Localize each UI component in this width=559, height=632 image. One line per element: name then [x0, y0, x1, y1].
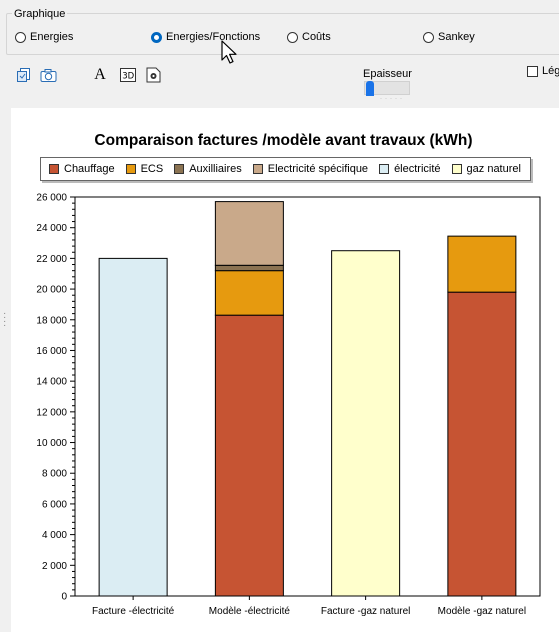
chart-title: Comparaison factures /modèle avant trava… [94, 132, 473, 149]
radio-dot[interactable] [287, 31, 298, 43]
legend-label: Auxilliaires [189, 163, 242, 175]
radio-energies[interactable]: Energies [15, 30, 73, 44]
y-tick-label: 26 000 [36, 193, 67, 204]
legend-label: gaz naturel [466, 163, 521, 175]
mouse-cursor-icon [221, 40, 237, 64]
legend-label: Electricité spécifique [267, 163, 369, 175]
radio-dot[interactable] [151, 31, 162, 43]
graphique-groupbox [6, 13, 559, 55]
y-tick-label: 10 000 [36, 438, 67, 449]
legend-swatch [174, 164, 185, 174]
slider-ticks: ····· [380, 96, 405, 102]
bar-segment [331, 250, 401, 597]
legend-swatch [252, 164, 263, 174]
bar-segment [447, 235, 517, 293]
legend-swatch [451, 164, 462, 174]
legend-item: Chauffage [49, 163, 115, 175]
radio-sankey[interactable]: Sankey [423, 30, 475, 44]
radio-couts[interactable]: Coûts [287, 30, 331, 44]
x-tick-label: Modèle -électricité [209, 606, 291, 617]
y-tick-label: 24 000 [36, 223, 67, 234]
camera-icon[interactable] [39, 66, 57, 84]
bar-segment [447, 291, 517, 597]
epaisseur-slider-track[interactable] [364, 81, 410, 95]
y-tick-label: 12 000 [36, 407, 67, 418]
x-tick-label: Modèle -gaz naturel [438, 606, 526, 617]
epaisseur-slider-thumb[interactable] [366, 81, 374, 96]
bar-segment [98, 257, 168, 597]
legend-label: ECS [140, 163, 164, 175]
radio-dot[interactable] [423, 31, 434, 43]
epaisseur-label: Epaisseur [363, 68, 412, 80]
y-tick-label: 20 000 [36, 285, 67, 296]
font-icon[interactable]: A [94, 66, 106, 83]
y-tick-label: 14 000 [36, 377, 67, 388]
svg-text:3D: 3D [122, 72, 134, 82]
y-tick-label: 2 000 [42, 561, 67, 572]
legend-item: gaz naturel [451, 163, 521, 175]
y-tick-label: 6 000 [42, 499, 67, 510]
legend-item: ECS [125, 163, 164, 175]
legend-checkbox-label: Lég [542, 65, 559, 77]
y-tick-label: 4 000 [42, 530, 67, 541]
settings-icon[interactable] [144, 66, 162, 84]
legend-swatch [125, 164, 136, 174]
y-tick-label: 22 000 [36, 254, 67, 265]
legend-label: électricité [394, 163, 441, 175]
legend-item: électricité [379, 163, 441, 175]
legend-item: Auxilliaires [174, 163, 242, 175]
legend-swatch [49, 164, 59, 174]
bar-segment [214, 264, 284, 272]
radio-energies-fonctions[interactable]: Energies/Fonctions [151, 30, 260, 44]
splitter-grip[interactable]: · · · · [3, 308, 7, 331]
x-tick-label: Facture -gaz naturel [321, 606, 411, 617]
copy-icon[interactable] [15, 66, 33, 84]
3d-icon[interactable]: 3D [119, 66, 137, 84]
groupbox-title: Graphique [12, 8, 68, 20]
y-tick-label: 0 [61, 592, 67, 603]
legend-checkbox[interactable]: Lég [527, 65, 559, 77]
y-tick-label: 16 000 [36, 346, 67, 357]
legend-swatch [379, 164, 390, 174]
radio-label: Energies/Fonctions [166, 31, 261, 43]
radio-label: Energies [30, 31, 74, 43]
chart-legend: Chauffage ECS Auxilliaires Electricité spéc… [40, 157, 531, 181]
legend-item: Electricité spécifique [252, 163, 369, 175]
radio-label: Coûts [302, 31, 331, 43]
bar-segment [214, 314, 284, 597]
x-tick-label: Facture -électricité [92, 606, 175, 617]
bar-segment [214, 270, 284, 316]
radio-dot[interactable] [15, 31, 26, 43]
bar-segment [214, 201, 284, 266]
checkbox-box[interactable] [527, 65, 538, 77]
radio-label: Sankey [438, 31, 475, 43]
y-tick-label: 18 000 [36, 315, 67, 326]
y-tick-label: 8 000 [42, 469, 67, 480]
legend-label: Chauffage [64, 163, 115, 175]
